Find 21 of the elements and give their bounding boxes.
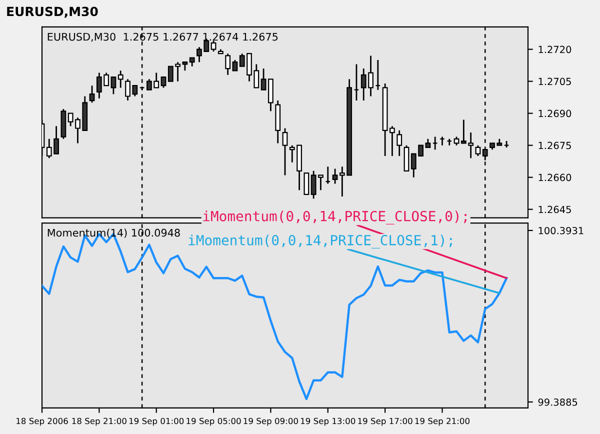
y-tick-label: 1.2675 <box>538 142 571 150</box>
y-tick-label: 1.2690 <box>538 110 572 118</box>
x-tick-label: 18 Sep 21:00 <box>72 418 126 426</box>
y-tick-label: 1.2720 <box>538 46 572 54</box>
annotation: Momentum(14) 100.0948 <box>48 228 180 238</box>
y-tick-label: 1.2705 <box>538 78 571 86</box>
y-tick-label: 1.2645 <box>538 206 571 214</box>
annotation: EURUSD,M30 1.2675 1.2677 1.2674 1.2675 <box>48 32 278 42</box>
x-tick-label: 19 Sep 05:00 <box>186 418 241 426</box>
y-tick-label: 99.3885 <box>538 398 578 406</box>
x-tick-label: 19 Sep 17:00 <box>358 418 412 426</box>
y-tick-label: 1.2660 <box>538 174 572 182</box>
annotation: iMomentum(0,0,14,PRICE_CLOSE,0); <box>203 210 466 224</box>
x-tick-label: 19 Sep 13:00 <box>300 418 356 426</box>
y-tick-label: 100.3931 <box>538 226 584 234</box>
x-tick-label: 18 Sep 2006 <box>16 418 68 426</box>
chart-title: EURUSD,M30 <box>7 6 98 18</box>
x-tick-label: 19 Sep 21:00 <box>415 418 470 426</box>
annotation: iMomentum(0,0,14,PRICE_CLOSE,1); <box>188 234 452 248</box>
x-tick-label: 19 Sep 09:00 <box>244 418 298 426</box>
x-tick-label: 19 Sep 01:00 <box>129 418 184 426</box>
